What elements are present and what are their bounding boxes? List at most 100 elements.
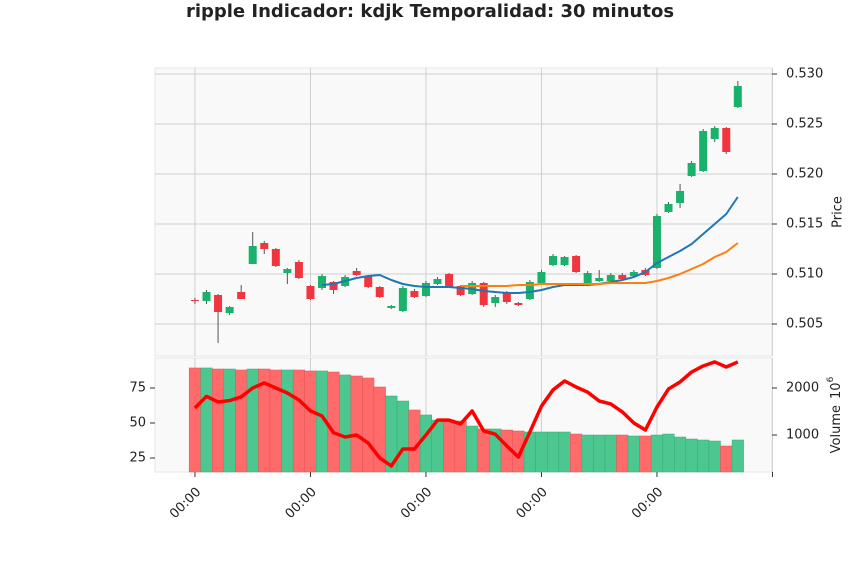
- volume-bar: [454, 420, 467, 473]
- volume-bar: [304, 370, 317, 473]
- volume-bar: [235, 369, 248, 473]
- volume-bar: [639, 435, 652, 473]
- x-tick-label: 00:00: [629, 485, 666, 522]
- candle-body: [560, 257, 569, 265]
- candle-body: [525, 282, 534, 299]
- volume-bar: [581, 434, 594, 473]
- candle-body: [733, 86, 742, 107]
- volume-bar: [327, 371, 340, 473]
- candle-body: [549, 256, 558, 265]
- candle-body: [687, 163, 696, 176]
- volume-bar: [662, 433, 675, 473]
- candle-body: [618, 275, 627, 279]
- candle-body: [375, 287, 384, 297]
- indicator-tick-label: 25: [129, 450, 146, 465]
- candle-body: [329, 282, 338, 290]
- volume-bar: [616, 434, 629, 473]
- moving-average-line: [321, 196, 739, 294]
- x-tick-label: 00:00: [167, 485, 204, 522]
- candle-body: [537, 272, 546, 283]
- y-tick-label: 0.525: [786, 117, 823, 132]
- y-axis-label: Price: [831, 196, 846, 228]
- volume-bar: [477, 428, 490, 473]
- volume-bar: [674, 436, 687, 473]
- candle-body: [190, 300, 199, 301]
- volume-bar: [200, 367, 213, 473]
- candle-body: [491, 297, 500, 303]
- volume-bar: [570, 433, 583, 473]
- volume-bar: [350, 375, 363, 473]
- candle-body: [502, 292, 511, 302]
- volume-bar: [396, 400, 409, 473]
- volume-bar: [546, 431, 560, 473]
- candle-body: [248, 246, 257, 264]
- candle-body: [572, 256, 581, 272]
- volume-bar: [720, 445, 733, 473]
- candle-body: [352, 271, 361, 275]
- volume-bar: [593, 434, 606, 473]
- candle-body: [318, 276, 327, 288]
- candle-body: [479, 283, 488, 305]
- volume-bar: [685, 438, 698, 473]
- volume-bar: [292, 369, 305, 473]
- volume-bar: [466, 425, 479, 473]
- candle-body: [710, 128, 719, 139]
- y-tick-label: 0.510: [786, 267, 823, 282]
- candle-body: [364, 276, 373, 287]
- volume-bar: [362, 377, 375, 473]
- candle-body: [398, 288, 407, 311]
- volume-bar: [627, 435, 640, 473]
- candle-body: [202, 292, 211, 301]
- volume-bar: [419, 414, 432, 473]
- candle-body: [271, 249, 280, 266]
- candle-body: [387, 306, 396, 308]
- candle-body: [595, 278, 604, 281]
- volume-bar: [558, 431, 571, 473]
- volume-tick-label: 1000: [786, 428, 819, 443]
- x-tick-label: 00:00: [398, 485, 435, 522]
- candle-body: [445, 274, 454, 287]
- candle-body: [676, 191, 685, 203]
- candle-body: [260, 243, 269, 249]
- volume-bar: [188, 367, 201, 473]
- candle-body: [629, 272, 638, 276]
- y-tick-label: 0.530: [786, 67, 823, 82]
- candle-body: [225, 307, 234, 313]
- candle-body: [456, 286, 465, 295]
- y-tick-label: 0.515: [786, 217, 823, 232]
- volume-bar: [731, 439, 744, 473]
- candle-body: [664, 204, 673, 212]
- candle-body: [214, 295, 223, 312]
- candle-body: [652, 216, 661, 268]
- volume-scale-base: 10: [829, 382, 844, 399]
- indicator-tick-label: 50: [129, 415, 146, 430]
- candle-body: [294, 262, 303, 278]
- volume-bar: [281, 369, 294, 473]
- candle-body: [283, 269, 292, 273]
- indicator-line: [193, 360, 739, 468]
- y-tick-label: 0.505: [786, 317, 823, 332]
- candle-body: [583, 273, 592, 283]
- volume-bar: [339, 374, 352, 473]
- candle-body: [433, 279, 442, 284]
- candle-body: [606, 275, 615, 281]
- volume-bar: [604, 434, 617, 473]
- candle-body: [306, 286, 315, 299]
- candle-body: [410, 291, 419, 297]
- volume-bar: [443, 419, 456, 473]
- volume-tick-label: 2000: [786, 380, 819, 395]
- indicator-tick-label: 75: [129, 380, 146, 395]
- price-panel: [154, 67, 773, 357]
- volume-label: Volume: [829, 405, 844, 453]
- volume-bar: [408, 409, 421, 473]
- candle-body: [237, 292, 246, 299]
- volume-bar: [535, 431, 548, 473]
- chart-title: ripple Indicador: kdjk Temporalidad: 30 …: [186, 1, 674, 22]
- volume-bar: [697, 439, 710, 473]
- y-tick-label: 0.520: [786, 167, 823, 182]
- volume-bar: [708, 440, 721, 473]
- candle-body: [514, 303, 523, 305]
- volume-axis-label: Volume 106: [826, 376, 844, 453]
- x-tick-label: 00:00: [514, 485, 551, 522]
